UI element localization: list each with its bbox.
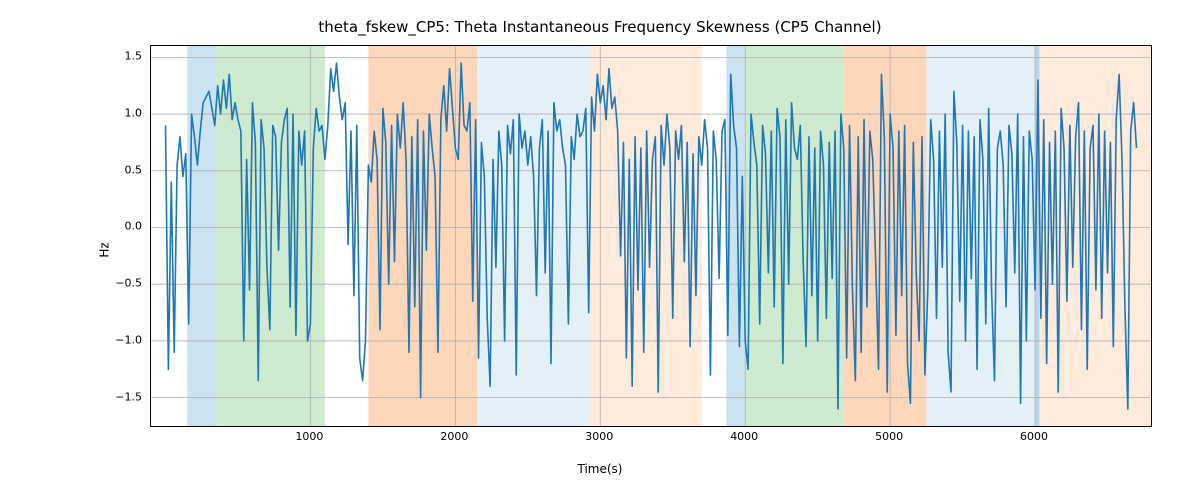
x-tick-label: 6000 xyxy=(1020,430,1048,443)
shaded-band xyxy=(187,46,216,426)
plot-svg xyxy=(151,46,1151,426)
y-tick-label: 1.5 xyxy=(102,50,142,63)
x-tick-label: 3000 xyxy=(585,430,613,443)
y-tick-label: −1.0 xyxy=(102,333,142,346)
plot-area xyxy=(150,45,1152,427)
chart-figure: theta_fskew_CP5: Theta Instantaneous Fre… xyxy=(0,0,1200,500)
y-tick-label: −0.5 xyxy=(102,277,142,290)
x-tick-label: 2000 xyxy=(440,430,468,443)
y-tick-label: 0.0 xyxy=(102,220,142,233)
x-axis-label: Time(s) xyxy=(0,462,1200,476)
x-tick-label: 1000 xyxy=(295,430,323,443)
x-tick-label: 5000 xyxy=(875,430,903,443)
y-tick-label: 1.0 xyxy=(102,107,142,120)
x-tick-label: 4000 xyxy=(730,430,758,443)
shaded-band xyxy=(477,46,590,426)
chart-title: theta_fskew_CP5: Theta Instantaneous Fre… xyxy=(0,18,1200,36)
shaded-band xyxy=(745,46,844,426)
y-tick-label: −1.5 xyxy=(102,390,142,403)
y-tick-label: 0.5 xyxy=(102,163,142,176)
y-axis-label: Hz xyxy=(95,0,115,500)
